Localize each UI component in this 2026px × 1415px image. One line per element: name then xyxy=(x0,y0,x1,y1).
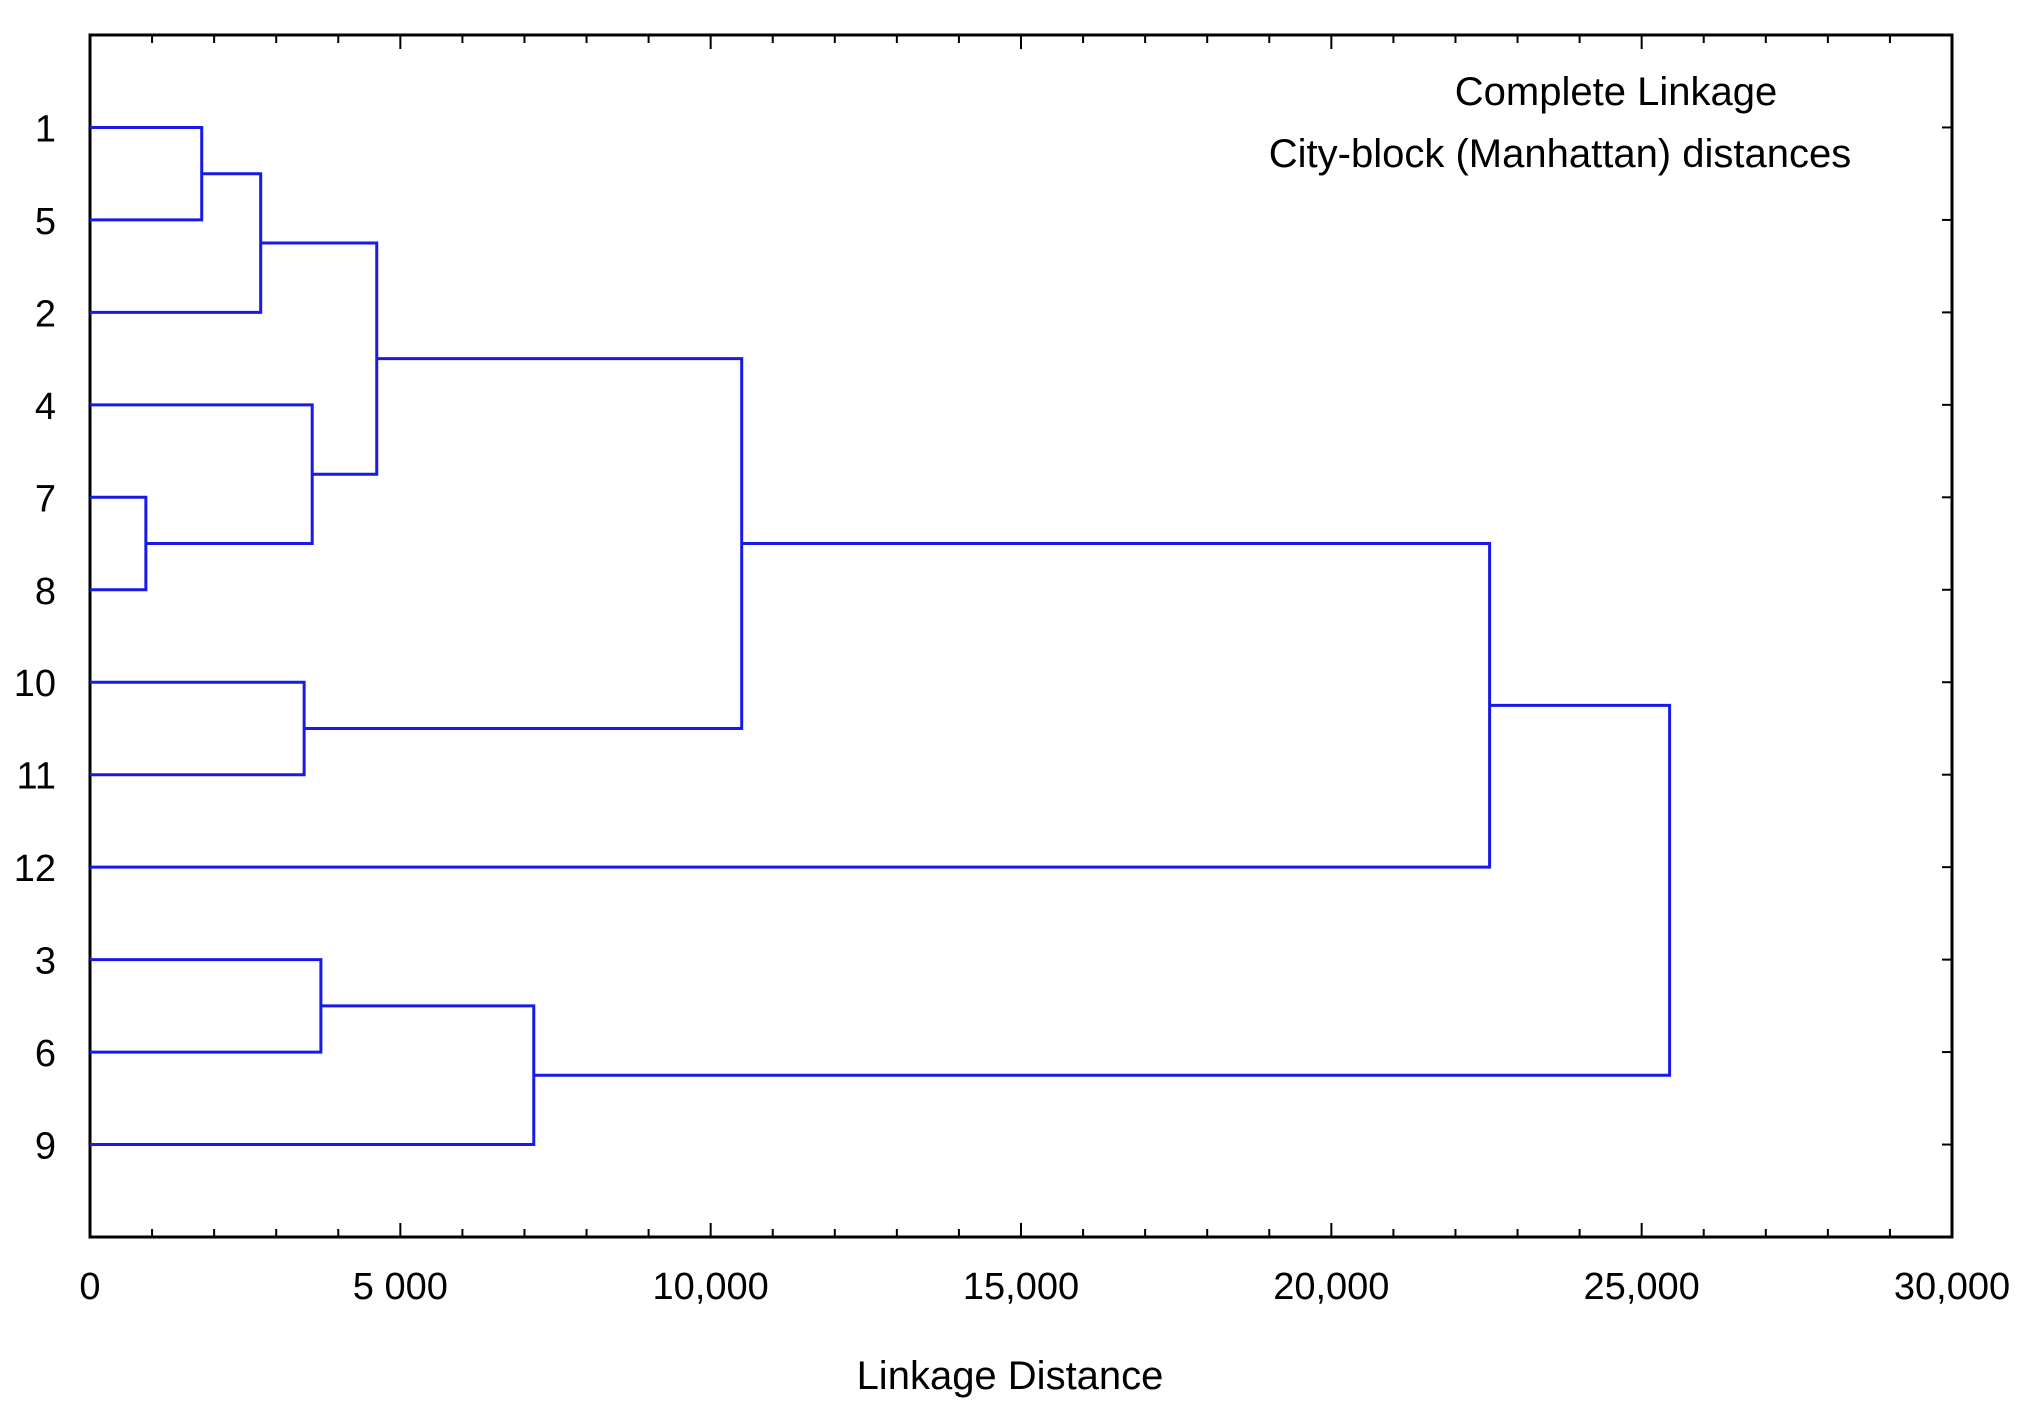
leaf-label: 4 xyxy=(35,386,56,428)
dendrogram-links xyxy=(90,125,1672,1147)
dendrogram-link-C xyxy=(90,172,263,314)
leaf-label: 10 xyxy=(14,663,56,705)
dendrogram-link-B xyxy=(90,125,204,222)
x-tick-labels: 0 5 000 10,000 15,000 20,000 25,000 30,000 xyxy=(79,1266,2010,1308)
dendrogram-link-E xyxy=(90,403,314,546)
leaf-label: 2 xyxy=(35,293,56,335)
dendrogram-link-H xyxy=(90,1004,536,1147)
x-axis-title: Linkage Distance xyxy=(857,1354,1164,1398)
x-tick-label: 10,000 xyxy=(653,1266,769,1308)
leaf-label: 1 xyxy=(35,108,56,150)
chart-annotation-distance: City-block (Manhattan) distances xyxy=(1269,132,1851,176)
dendrogram-link-I xyxy=(304,357,744,730)
leaf-labels: 1 5 2 4 7 8 10 11 12 3 6 9 xyxy=(14,108,56,1167)
dendrogram-link-K xyxy=(533,703,1672,1077)
leaf-label: 8 xyxy=(35,571,56,613)
leaf-label: 7 xyxy=(35,478,56,520)
dendrogram-link-A xyxy=(90,495,148,592)
plot-frame xyxy=(88,33,1954,1239)
dendrogram-link-F xyxy=(90,958,323,1054)
leaf-label: 12 xyxy=(14,848,56,890)
x-tick-label: 5 000 xyxy=(353,1266,448,1308)
dendrogram-link-J xyxy=(90,542,1492,869)
leaf-label: 11 xyxy=(17,756,56,798)
x-tick-label: 15,000 xyxy=(963,1266,1079,1308)
leaf-label: 3 xyxy=(35,941,56,983)
dendrogram-link-D xyxy=(90,680,306,777)
x-tick-label: 20,000 xyxy=(1273,1266,1389,1308)
x-tick-label: 25,000 xyxy=(1584,1266,1700,1308)
chart-annotation-linkage: Complete Linkage xyxy=(1455,70,1777,114)
leaf-label: 9 xyxy=(35,1126,56,1168)
dendrogram-link-G xyxy=(260,241,379,476)
axis-ticks xyxy=(89,35,1953,1237)
leaf-label: 6 xyxy=(35,1033,56,1075)
x-tick-label: 30,000 xyxy=(1894,1266,2010,1308)
leaf-label: 5 xyxy=(35,201,56,243)
x-tick-label: 0 xyxy=(79,1266,100,1308)
